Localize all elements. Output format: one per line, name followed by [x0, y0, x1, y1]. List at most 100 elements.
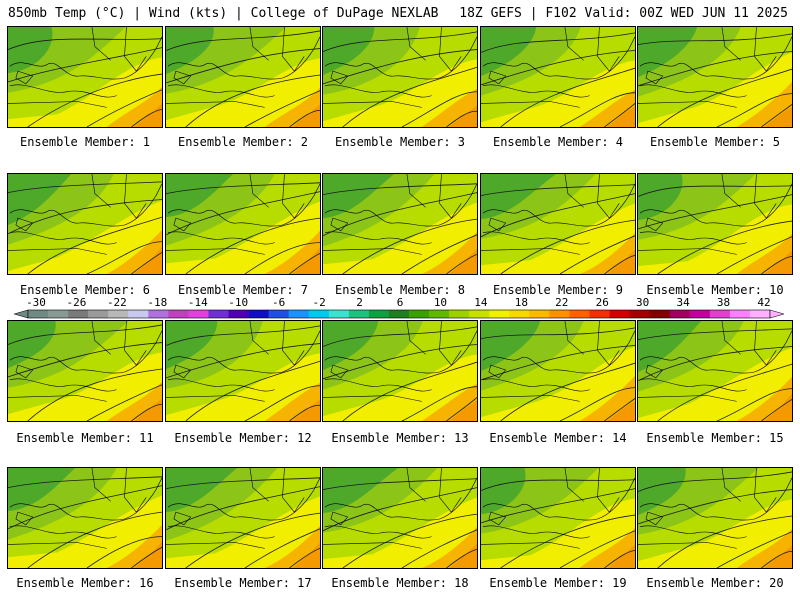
ensemble-member-label: Ensemble Member: 5	[649, 135, 781, 149]
colorbar-swatch	[268, 310, 290, 318]
colorbar-swatch	[589, 310, 610, 318]
ensemble-member-map	[165, 467, 321, 569]
colorbar-tick: -22	[106, 296, 127, 309]
temperature-map-image	[323, 468, 477, 568]
temperature-map-image	[323, 27, 477, 127]
ensemble-member-map	[165, 173, 321, 275]
colorbar-tick: 14	[474, 296, 488, 309]
temperature-map-image	[166, 27, 320, 127]
colorbar-tick: -2	[312, 296, 326, 309]
colorbar-swatch	[489, 310, 510, 318]
colorbar-swatch	[328, 310, 350, 318]
ensemble-member-label: Ensemble Member: 4	[492, 135, 624, 149]
colorbar-swatch	[248, 310, 269, 318]
colorbar-swatch	[449, 310, 470, 318]
ensemble-member-label: Ensemble Member: 8	[334, 283, 466, 297]
colorbar-swatch	[188, 310, 209, 318]
colorbar-swatch	[409, 310, 430, 318]
colorbar-swatch	[208, 310, 229, 318]
colorbar-tick: 26	[595, 296, 609, 309]
ensemble-member-label: Ensemble Member: 19	[489, 576, 627, 590]
ensemble-member-map	[7, 173, 163, 275]
temperature-map-image	[166, 468, 320, 568]
chart-title: 850mb Temp (°C) | Wind (kts) | College o…	[8, 6, 439, 21]
ensemble-member-label: Ensemble Member: 2	[177, 135, 309, 149]
colorbar-swatch	[649, 310, 671, 318]
temperature-map-image	[481, 174, 635, 274]
colorbar-tick: 38	[716, 296, 731, 309]
ensemble-member-label: Ensemble Member: 1	[19, 135, 151, 149]
colorbar-swatch	[108, 310, 129, 318]
temperature-map-image	[481, 321, 635, 421]
colorbar-swatch	[709, 310, 731, 318]
ensemble-member-map	[480, 467, 636, 569]
ensemble-member-map	[322, 320, 478, 422]
ensemble-member-map	[322, 173, 478, 275]
colorbar-right-arrow	[769, 309, 784, 319]
temperature-map-image	[638, 468, 792, 568]
colorbar-swatch	[549, 310, 570, 318]
ensemble-member-map	[637, 320, 793, 422]
colorbar-swatch	[348, 310, 370, 318]
ensemble-member-map	[7, 320, 163, 422]
ensemble-member-label: Ensemble Member: 7	[177, 283, 309, 297]
colorbar-tick: -10	[228, 296, 249, 309]
temperature-map-image	[8, 174, 162, 274]
temperature-colorbar	[14, 309, 784, 319]
ensemble-member-label: Ensemble Member: 16	[16, 576, 154, 590]
colorbar-swatch	[469, 310, 490, 318]
temperature-map-image	[323, 174, 477, 274]
colorbar-swatch	[88, 310, 109, 318]
colorbar-tick: 18	[514, 296, 528, 309]
temperature-map-image	[481, 27, 635, 127]
colorbar-tick: 2	[356, 296, 363, 309]
ensemble-member-map	[322, 467, 478, 569]
colorbar-tick: 10	[433, 296, 448, 309]
temperature-map-image	[166, 321, 320, 421]
temperature-map-image	[638, 321, 792, 421]
temperature-map-image	[8, 468, 162, 568]
ensemble-member-label: Ensemble Member: 12	[174, 431, 312, 445]
colorbar-swatch	[68, 310, 89, 318]
ensemble-member-map	[637, 173, 793, 275]
ensemble-member-map	[165, 320, 321, 422]
colorbar-tick: -6	[272, 296, 286, 309]
colorbar-left-arrow	[14, 309, 29, 319]
colorbar-swatch	[308, 310, 330, 318]
colorbar-swatch	[509, 310, 530, 318]
ensemble-member-label: Ensemble Member: 13	[331, 431, 469, 445]
colorbar-swatch	[228, 310, 249, 318]
colorbar-tick: -14	[187, 296, 208, 309]
ensemble-member-label: Ensemble Member: 11	[16, 431, 154, 445]
colorbar-tick: -26	[66, 296, 87, 309]
temperature-map-image	[638, 174, 792, 274]
colorbar-swatch	[388, 310, 410, 318]
colorbar-swatch	[28, 310, 49, 318]
ensemble-member-label: Ensemble Member: 18	[331, 576, 469, 590]
colorbar-swatch	[569, 310, 590, 318]
colorbar-tick: 30	[636, 296, 650, 309]
colorbar-swatch	[609, 310, 630, 318]
ensemble-member-map	[480, 173, 636, 275]
colorbar-tick: -30	[26, 296, 46, 309]
colorbar-swatch	[368, 310, 390, 318]
ensemble-member-label: Ensemble Member: 10	[646, 283, 784, 297]
colorbar-swatch	[629, 310, 650, 318]
ensemble-member-label: Ensemble Member: 6	[19, 283, 151, 297]
colorbar-swatch	[48, 310, 69, 318]
colorbar-swatch	[148, 310, 169, 318]
ensemble-member-label: Ensemble Member: 9	[492, 283, 624, 297]
ensemble-member-label: Ensemble Member: 15	[646, 431, 784, 445]
ensemble-member-map	[637, 26, 793, 128]
ensemble-member-map	[165, 26, 321, 128]
colorbar-swatch	[689, 310, 711, 318]
colorbar-swatches	[14, 309, 784, 319]
ensemble-member-label: Ensemble Member: 17	[174, 576, 312, 590]
temperature-map-image	[166, 174, 320, 274]
colorbar-swatch	[529, 310, 550, 318]
colorbar-swatch	[749, 310, 771, 318]
run-valid-time: 18Z GEFS | F102 Valid: 00Z WED JUN 11 20…	[459, 6, 788, 21]
ensemble-member-map	[480, 320, 636, 422]
colorbar-tick: 22	[555, 296, 569, 309]
temperature-map-image	[481, 468, 635, 568]
